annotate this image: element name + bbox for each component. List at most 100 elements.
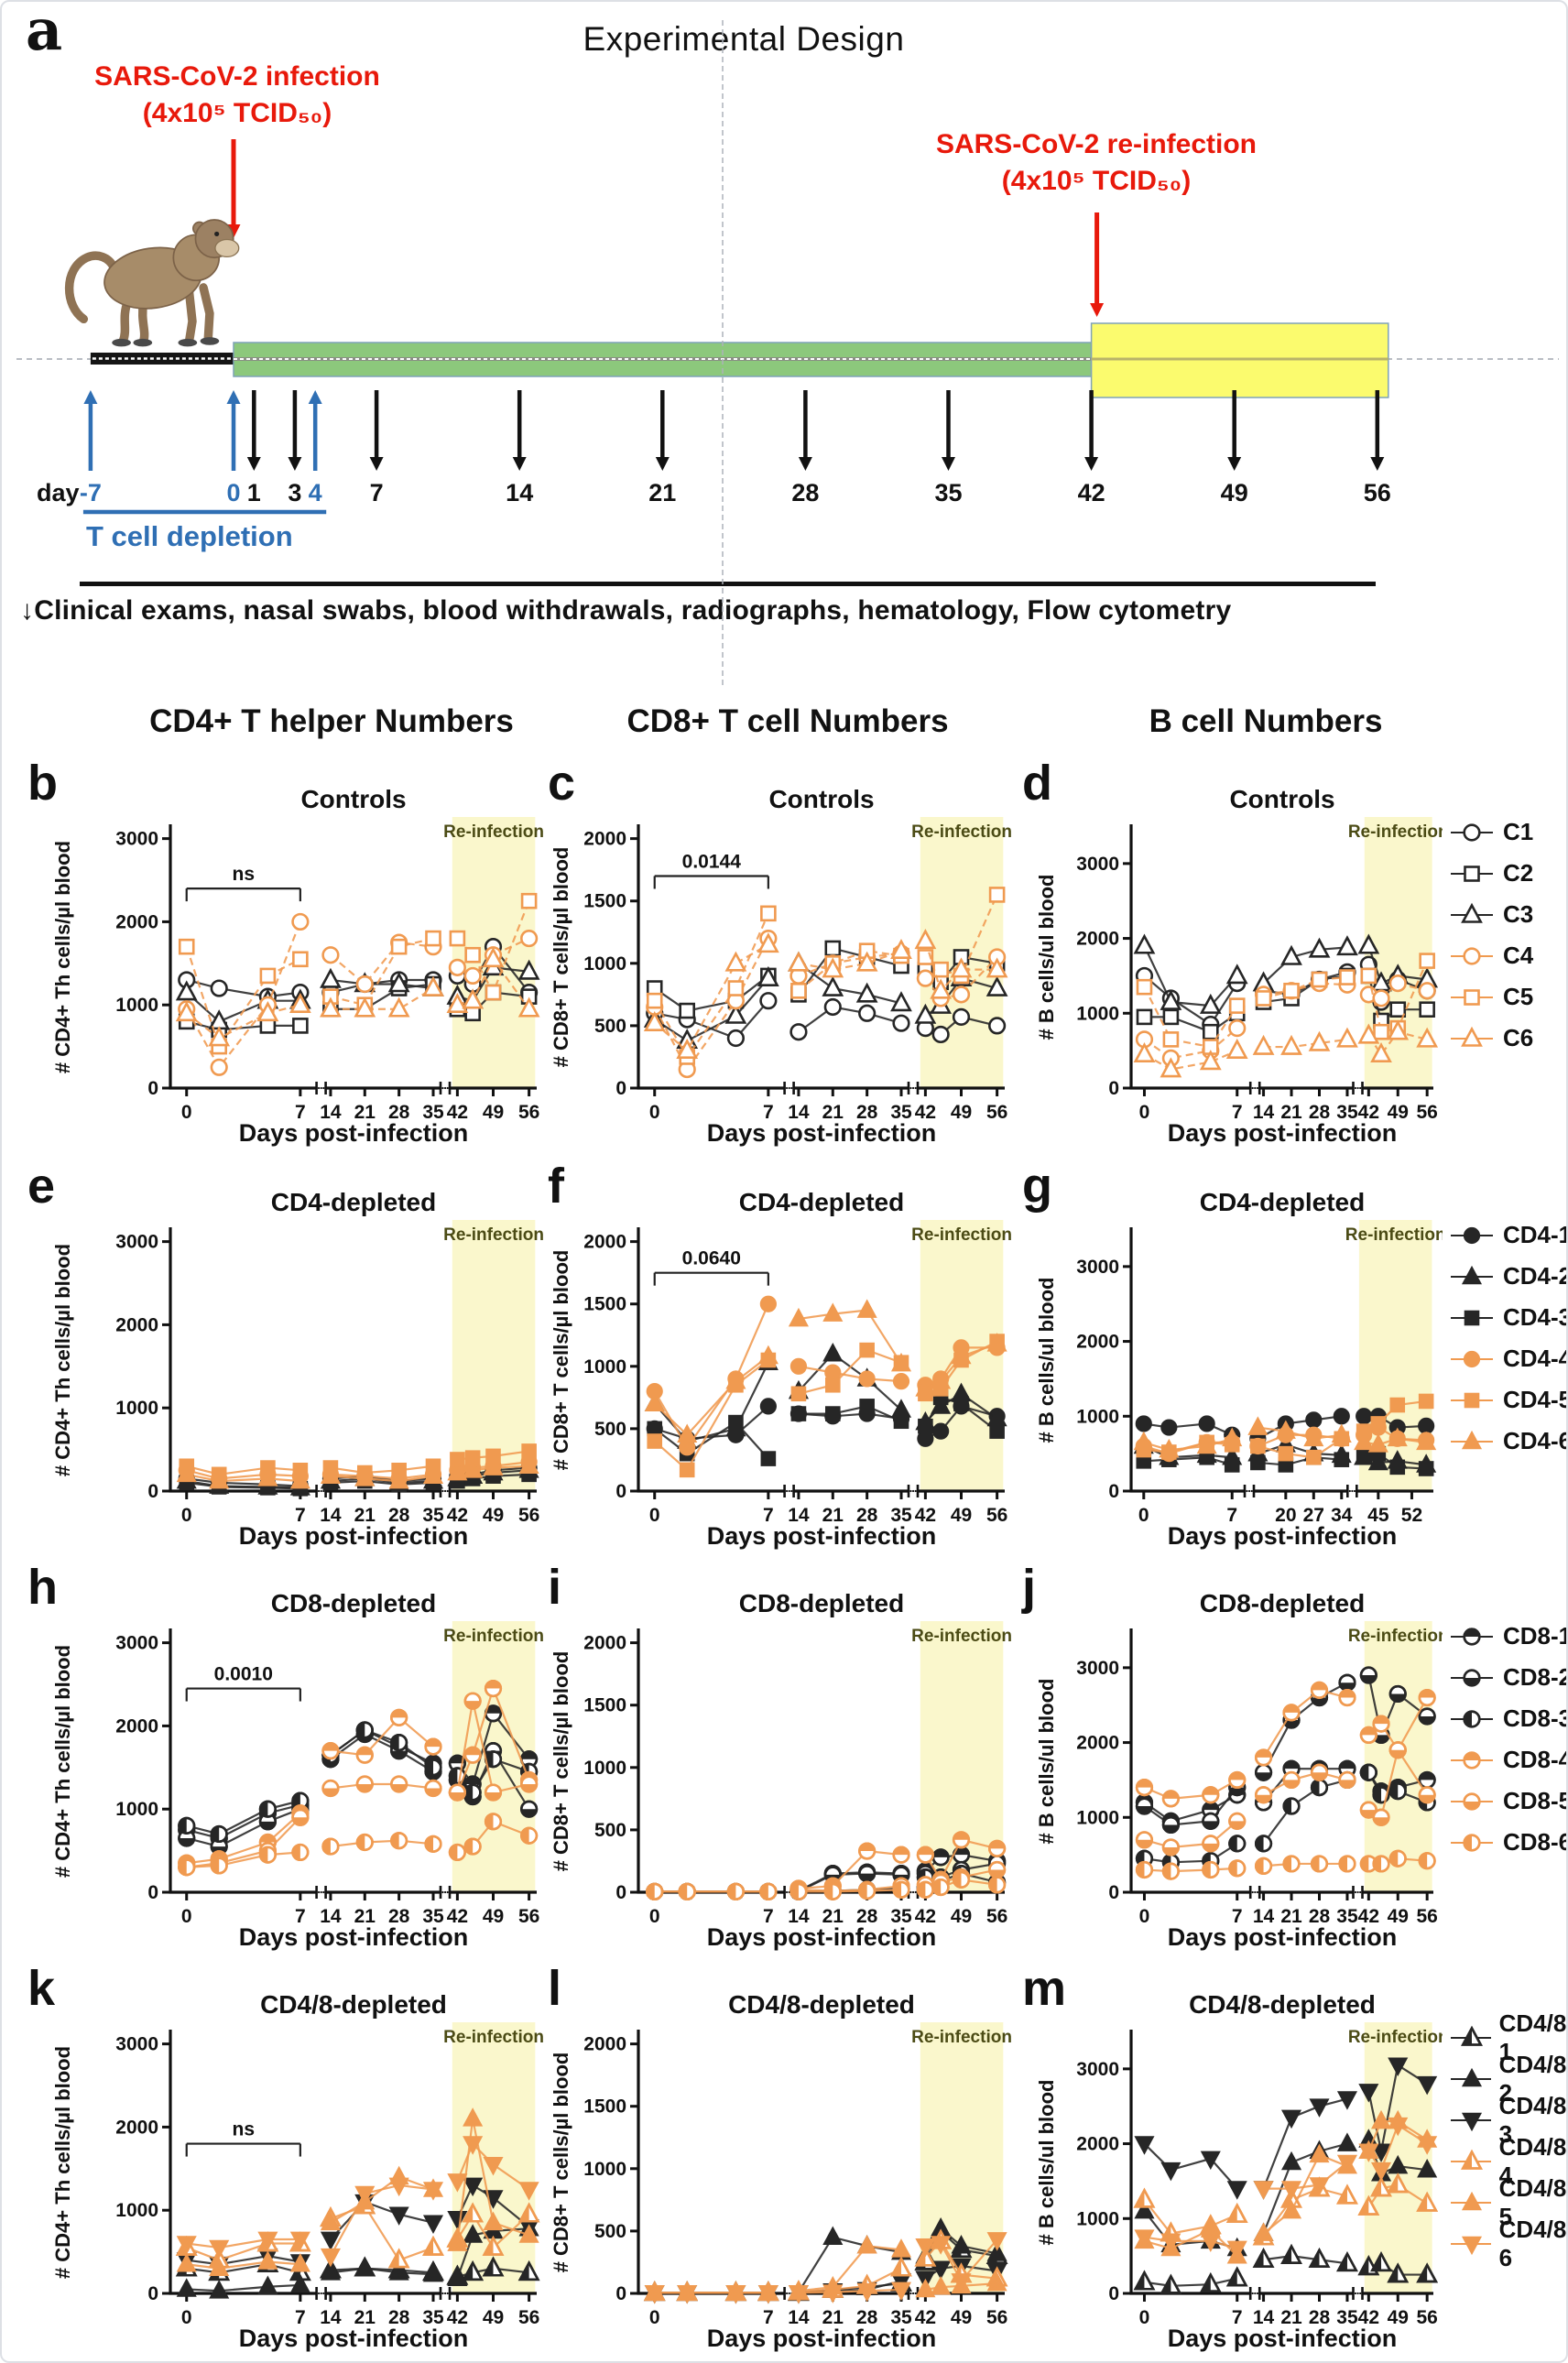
reinfection-label: Re-infection (911, 822, 1012, 842)
series-C5 (1136, 953, 1435, 1055)
legend-marker-triangle-up-icon (1451, 2025, 1491, 2046)
legend-label: CD4/8-2 (1498, 2050, 1568, 2107)
series-CD4/8-6 (1134, 2117, 1438, 2260)
legend-item-CD8-3: CD8-3 (1449, 1698, 1566, 1739)
svg-text:2000: 2000 (583, 829, 626, 850)
monkey-eye (214, 231, 220, 237)
reinfection-label: Re-infection (1348, 2028, 1443, 2047)
reinfection-label: Re-infection (443, 2028, 544, 2047)
legend-marker-triangle-down-icon (1451, 2112, 1491, 2131)
stat-annotation: ns (185, 864, 301, 902)
legend-marker-triangle-up-icon (1451, 902, 1493, 923)
stat-annotation: ns (185, 2119, 301, 2157)
svg-text:21: 21 (648, 479, 676, 506)
legend-label: CD4-6 (1503, 1427, 1568, 1454)
panel-title: CD8-depleted (739, 1589, 904, 1617)
x-axis-label: Days post-infection (238, 1119, 469, 1147)
svg-text:21: 21 (354, 1102, 376, 1123)
svg-text:42: 42 (447, 1102, 468, 1123)
panel-letter: d (1022, 756, 1052, 811)
svg-text:56: 56 (986, 2307, 1007, 2328)
svg-text:3000: 3000 (1076, 1257, 1119, 1278)
svg-text:7: 7 (763, 2307, 774, 2328)
svg-text:49: 49 (951, 1102, 972, 1123)
svg-text:28: 28 (856, 1505, 878, 1526)
legend-marker-circle-icon (1451, 822, 1493, 842)
svg-text:0: 0 (1138, 1505, 1149, 1526)
svg-text:49: 49 (483, 1505, 504, 1526)
legend-label: CD4/8-5 (1498, 2173, 1568, 2230)
chart-plot: Re-infection CD8-depleted # B cells/ul blo… (1035, 1589, 1443, 1927)
svg-text:0: 0 (1139, 2307, 1150, 2328)
panel-title: CD4-depleted (739, 1188, 904, 1216)
panel-letter: m (1022, 1961, 1067, 2016)
legend-item-CD4-6: CD4-6 (1449, 1421, 1568, 1462)
chart-panel-b: b Re-infection Controls # CD4+ Th cells/µl… (15, 756, 546, 1161)
panel-a-letter: a (26, 0, 63, 63)
svg-text:35: 35 (422, 1102, 444, 1123)
y-axis: 0 1000 2000 3000 (1076, 1227, 1133, 1502)
svg-text:1000: 1000 (1076, 1406, 1119, 1427)
svg-text:7: 7 (1232, 1906, 1243, 1927)
svg-text:21: 21 (822, 1102, 844, 1123)
timeline-baseline (80, 582, 1376, 586)
svg-text:21: 21 (1280, 1102, 1302, 1123)
infection-label-line1: SARS-CoV-2 infection (94, 61, 380, 92)
series-CD4/8-3 (1134, 2057, 1438, 2200)
svg-text:2000: 2000 (115, 2117, 158, 2138)
series-C6 (1133, 1019, 1439, 1078)
panel-letter: h (27, 1560, 58, 1615)
reinfection-label: Re-infection (911, 1225, 1012, 1245)
x-axis-label: Days post-infection (1167, 1522, 1398, 1550)
svg-text:56: 56 (986, 1906, 1007, 1927)
legend-marker-triangle-up-icon (1451, 2067, 1491, 2086)
svg-text:0: 0 (147, 1882, 158, 1903)
svg-text:2000: 2000 (1076, 929, 1119, 950)
x-axis-label: Days post-infection (706, 1119, 937, 1147)
svg-text:35: 35 (934, 479, 962, 506)
svg-text:3000: 3000 (115, 1232, 158, 1253)
svg-text:14: 14 (788, 1906, 810, 1927)
x-axis-label: Days post-infection (238, 1923, 469, 1951)
column-title-cd4: CD4+ T helper Numbers (149, 703, 514, 739)
svg-text:1000: 1000 (115, 1398, 158, 1419)
chart-plot: Re-infection CD8-depleted # CD8+ T cells/µ… (551, 1589, 1012, 1927)
svg-text:0: 0 (615, 2283, 626, 2304)
svg-text:35: 35 (422, 1505, 444, 1526)
chart-plot: Re-infection Controls # B cells/ul blood 0 1… (1035, 785, 1443, 1123)
svg-text:42: 42 (447, 2307, 468, 2328)
svg-text:0: 0 (147, 1078, 158, 1099)
svg-text:0: 0 (615, 1882, 626, 1903)
panel-title: CD4-depleted (271, 1188, 436, 1216)
x-axis: 0 7 20 27 34 45 52 (1129, 1485, 1433, 1526)
y-axis: 0 500 1000 1500 2000 (583, 824, 640, 1099)
svg-text:0.0144: 0.0144 (682, 851, 742, 872)
legend-marker-triangle-down-icon (1451, 2236, 1491, 2255)
legend-marker-circle-icon (1451, 946, 1493, 965)
svg-text:0: 0 (181, 1505, 192, 1526)
monkey-illustration (64, 219, 240, 347)
svg-text:0: 0 (1139, 1102, 1150, 1123)
panel-letter: b (27, 756, 58, 811)
chart-plot: Re-infection CD4-depleted # B cells/ul blo… (1035, 1188, 1443, 1526)
chart-panel-e: e Re-infection CD4-depleted # CD4+ Th cell… (15, 1159, 546, 1564)
svg-text:56: 56 (1416, 1102, 1437, 1123)
svg-text:14: 14 (1253, 1906, 1275, 1927)
svg-text:56: 56 (1416, 2307, 1437, 2328)
y-axis: 0 1000 2000 3000 (115, 1227, 172, 1502)
svg-text:7: 7 (1232, 1102, 1243, 1123)
legend-item-C5: C5 (1449, 976, 1533, 1018)
panel-letter: g (1022, 1159, 1052, 1214)
y-axis-label: # B cells/ul blood (1035, 875, 1058, 1040)
series-CD8-6 (178, 1813, 539, 1877)
svg-text:35: 35 (890, 2307, 912, 2328)
svg-text:2000: 2000 (1076, 1332, 1119, 1353)
chart-panel-i: i Re-infection CD8-depleted # CD8+ T cells… (548, 1560, 1014, 1966)
chart-panel-g: g Re-infection CD4-depleted # B cells/ul b… (1022, 1159, 1568, 1564)
svg-text:42: 42 (915, 2307, 936, 2328)
legend-marker-square-icon (1451, 865, 1493, 882)
svg-text:42: 42 (915, 1505, 936, 1526)
svg-text:35: 35 (1336, 1102, 1358, 1123)
svg-text:35: 35 (1336, 2307, 1358, 2328)
svg-text:42: 42 (915, 1906, 936, 1927)
